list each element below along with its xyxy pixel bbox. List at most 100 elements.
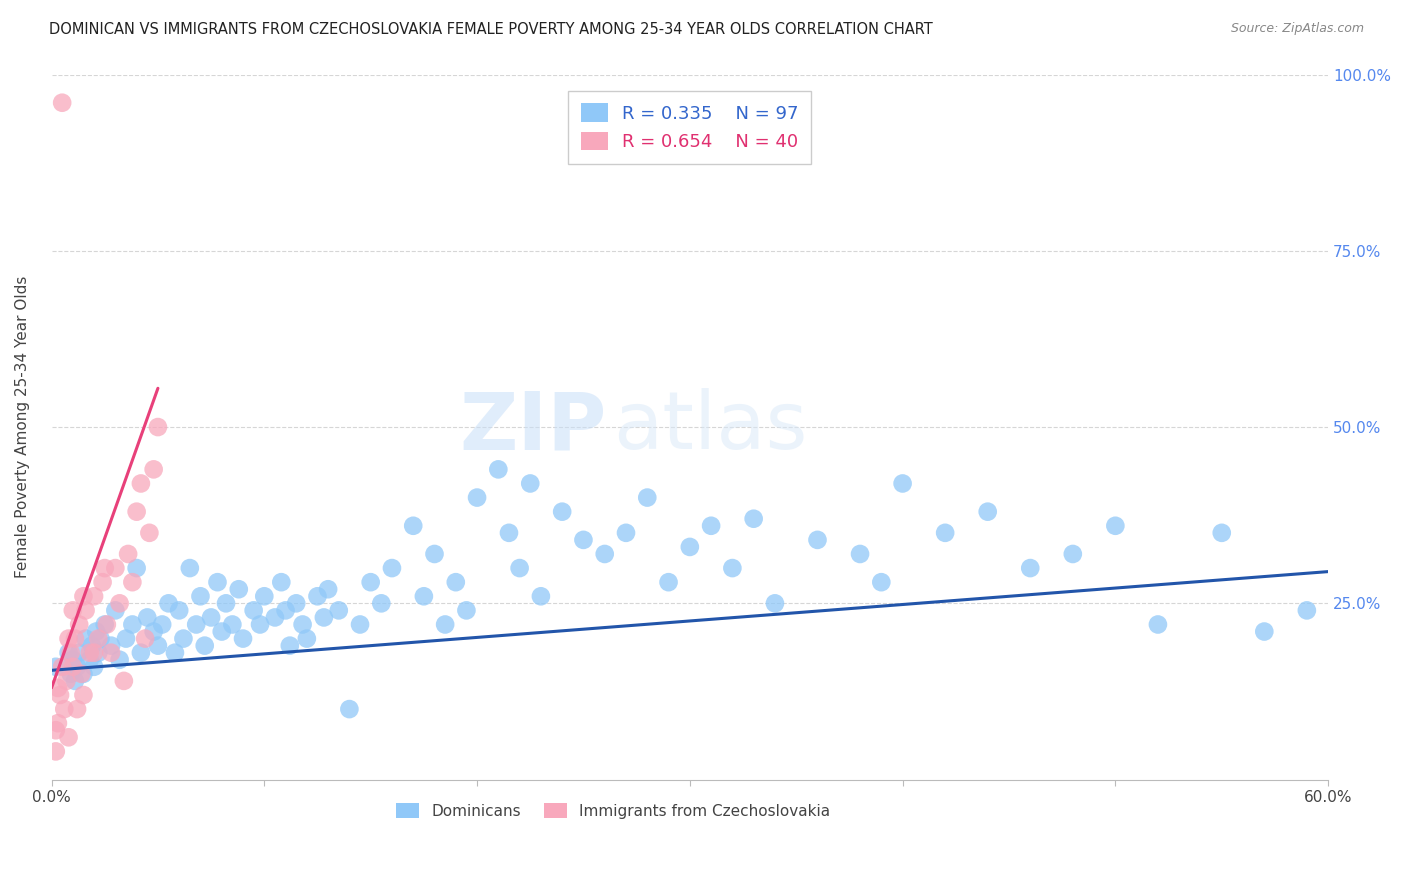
Point	[423, 547, 446, 561]
Point	[46, 716, 69, 731]
Point	[1019, 561, 1042, 575]
Point	[1104, 518, 1126, 533]
Text: atlas: atlas	[613, 388, 807, 466]
Point	[72, 589, 94, 603]
Point	[200, 610, 222, 624]
Point	[190, 589, 212, 603]
Point	[51, 95, 73, 110]
Point	[66, 660, 89, 674]
Point	[307, 589, 329, 603]
Point	[870, 575, 893, 590]
Point	[742, 512, 765, 526]
Point	[1295, 603, 1317, 617]
Point	[232, 632, 254, 646]
Point	[270, 575, 292, 590]
Y-axis label: Female Poverty Among 25-34 Year Olds: Female Poverty Among 25-34 Year Olds	[15, 276, 30, 578]
Point	[434, 617, 457, 632]
Point	[125, 561, 148, 575]
Point	[62, 660, 84, 674]
Point	[1062, 547, 1084, 561]
Point	[53, 702, 76, 716]
Point	[62, 603, 84, 617]
Point	[465, 491, 488, 505]
Point	[593, 547, 616, 561]
Point	[456, 603, 478, 617]
Point	[509, 561, 531, 575]
Point	[67, 646, 90, 660]
Point	[59, 646, 82, 660]
Point	[70, 666, 93, 681]
Point	[163, 646, 186, 660]
Point	[72, 666, 94, 681]
Point	[172, 632, 194, 646]
Point	[83, 589, 105, 603]
Point	[121, 575, 143, 590]
Point	[108, 596, 131, 610]
Point	[186, 617, 208, 632]
Point	[328, 603, 350, 617]
Point	[360, 575, 382, 590]
Point	[614, 525, 637, 540]
Point	[63, 632, 86, 646]
Point	[121, 617, 143, 632]
Point	[58, 646, 80, 660]
Point	[91, 575, 114, 590]
Point	[104, 561, 127, 575]
Point	[93, 561, 115, 575]
Point	[115, 632, 138, 646]
Point	[83, 660, 105, 674]
Point	[891, 476, 914, 491]
Point	[112, 673, 135, 688]
Point	[96, 617, 118, 632]
Point	[142, 624, 165, 639]
Point	[679, 540, 702, 554]
Point	[976, 505, 998, 519]
Point	[84, 624, 107, 639]
Point	[530, 589, 553, 603]
Point	[49, 688, 72, 702]
Point	[104, 603, 127, 617]
Point	[551, 505, 574, 519]
Legend: Dominicans, Immigrants from Czechoslovakia: Dominicans, Immigrants from Czechoslovak…	[389, 797, 837, 825]
Point	[62, 653, 84, 667]
Point	[934, 525, 956, 540]
Point	[83, 646, 105, 660]
Point	[211, 624, 233, 639]
Point	[146, 639, 169, 653]
Point	[636, 491, 658, 505]
Point	[75, 603, 97, 617]
Point	[45, 744, 67, 758]
Point	[370, 596, 392, 610]
Point	[339, 702, 361, 716]
Point	[72, 688, 94, 702]
Point	[67, 617, 90, 632]
Point	[134, 632, 156, 646]
Point	[242, 603, 264, 617]
Point	[129, 646, 152, 660]
Point	[806, 533, 828, 547]
Point	[519, 476, 541, 491]
Point	[312, 610, 335, 624]
Point	[66, 702, 89, 716]
Point	[295, 632, 318, 646]
Point	[486, 462, 509, 476]
Point	[849, 547, 872, 561]
Point	[498, 525, 520, 540]
Point	[89, 632, 111, 646]
Point	[167, 603, 190, 617]
Point	[264, 610, 287, 624]
Point	[721, 561, 744, 575]
Point	[100, 646, 122, 660]
Point	[763, 596, 786, 610]
Point	[93, 617, 115, 632]
Point	[412, 589, 434, 603]
Point	[316, 582, 339, 597]
Point	[87, 632, 110, 646]
Point	[221, 617, 243, 632]
Point	[278, 639, 301, 653]
Point	[100, 639, 122, 653]
Point	[129, 476, 152, 491]
Point	[87, 646, 110, 660]
Point	[658, 575, 681, 590]
Point	[146, 420, 169, 434]
